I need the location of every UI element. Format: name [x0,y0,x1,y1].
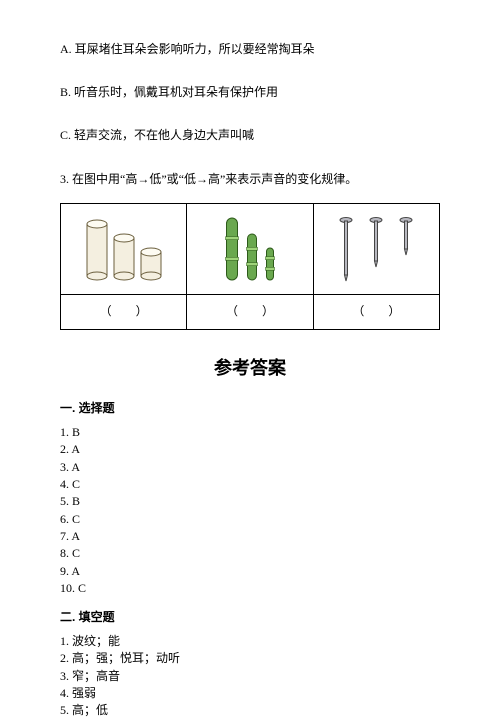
answer-item: 5. 高；低 [60,702,440,719]
diagram-cell-bamboo [187,203,313,294]
answer-item: 4. C [60,476,440,493]
section-1-list: 1. B2. A3. A4. C5. B6. C7. A8. C9. A10. … [60,424,440,598]
answer-item: 5. B [60,493,440,510]
answer-item: 8. C [60,545,440,562]
answer-item: 1. B [60,424,440,441]
question-3: 3. 在图中用“高→低”或“低→高”来表示声音的变化规律。 [60,170,440,189]
diagram-cell-nails [313,203,439,294]
blank-3: （ ） [313,294,439,329]
option-b: B. 听音乐时，佩戴耳机对耳朵有保护作用 [60,83,440,102]
option-a: A. 耳屎堵住耳朵会影响听力，所以要经常掏耳朵 [60,40,440,59]
blank-2: （ ） [187,294,313,329]
section-1-heading: 一. 选择题 [60,399,440,418]
answer-item: 10. C [60,580,440,597]
answers-title: 参考答案 [60,354,440,383]
answer-item: 6. C [60,511,440,528]
nails-icon [321,214,431,284]
answer-item: 3. 窄；高音 [60,668,440,685]
cylinders-icon [69,214,179,284]
bamboo-icon [195,214,305,284]
answer-item: 9. A [60,563,440,580]
answer-item: 3. A [60,459,440,476]
answer-item: 7. A [60,528,440,545]
blank-1: （ ） [61,294,187,329]
section-2-heading: 二. 填空题 [60,608,440,627]
diagram-table: （ ） （ ） （ ） [60,203,440,330]
option-c: C. 轻声交流，不在他人身边大声叫喊 [60,126,440,145]
answer-item: 2. A [60,441,440,458]
diagram-cell-cylinders [61,203,187,294]
answer-item: 4. 强弱 [60,685,440,702]
answer-item: 1. 波纹；能 [60,633,440,650]
answer-item: 2. 高；强；悦耳；动听 [60,650,440,667]
